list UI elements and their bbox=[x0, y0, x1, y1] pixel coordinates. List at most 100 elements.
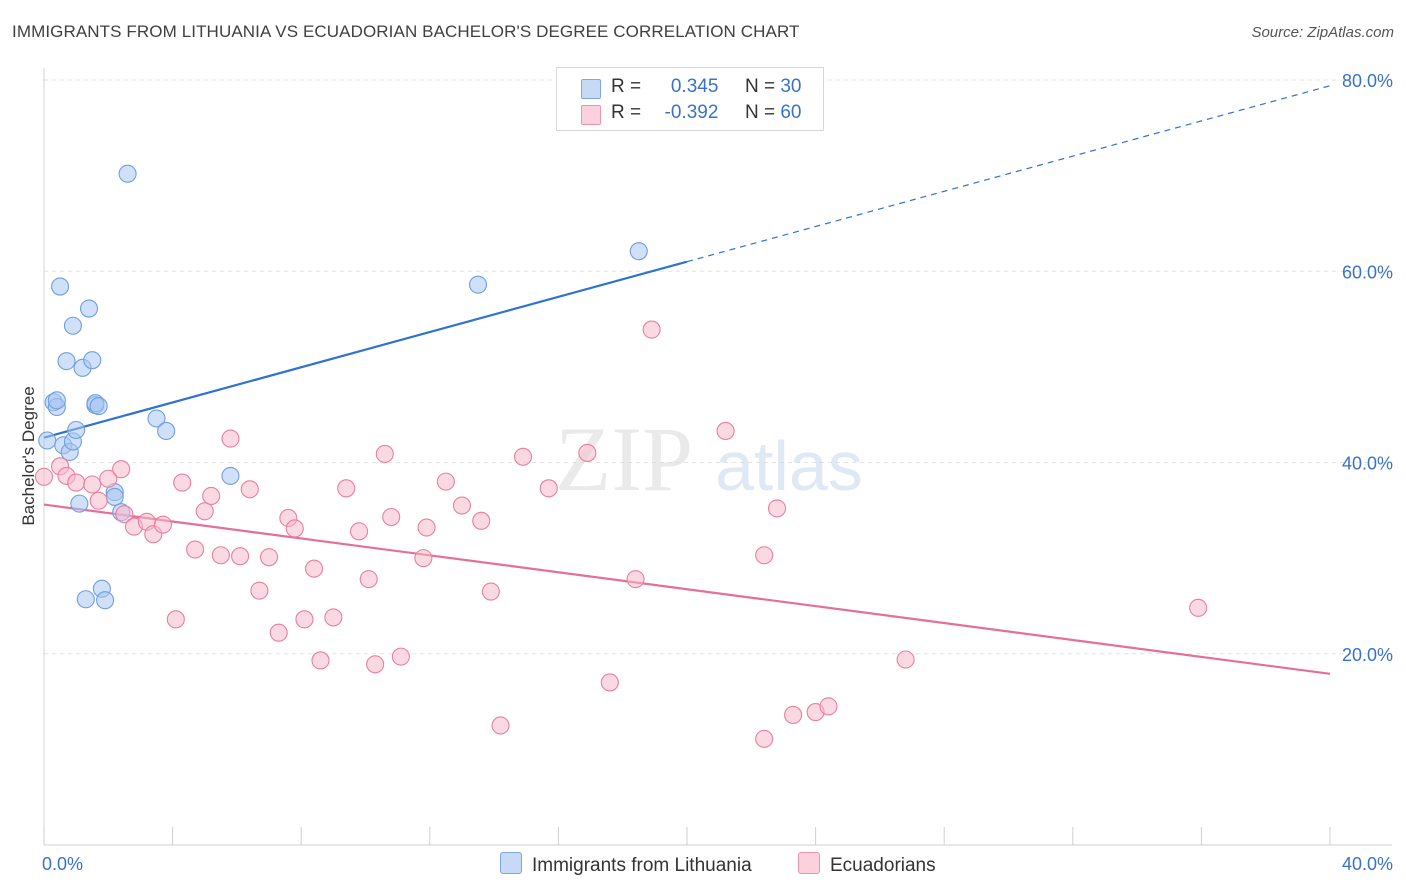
n-label: N = bbox=[744, 102, 776, 123]
point-ecuadorians bbox=[366, 655, 385, 674]
stats-box: R = 0.345 N = 30 R = -0.392 N = 60 bbox=[556, 67, 824, 131]
point-lithuania bbox=[629, 242, 648, 261]
point-ecuadorians bbox=[513, 447, 533, 466]
trend-line bbox=[43, 503, 1331, 675]
point-ecuadorians bbox=[34, 467, 54, 486]
trend-lines bbox=[43, 85, 1331, 675]
point-ecuadorians bbox=[153, 515, 173, 534]
point-ecuadorians bbox=[337, 479, 356, 498]
point-ecuadorians bbox=[481, 582, 500, 601]
y-tick-label: 20.0% bbox=[1342, 645, 1393, 665]
legend-swatch-ecuadorians bbox=[798, 852, 820, 874]
point-ecuadorians bbox=[452, 496, 472, 515]
point-lithuania bbox=[96, 591, 115, 610]
point-ecuadorians bbox=[642, 320, 661, 339]
legend-item-lithuania: Immigrants from Lithuania bbox=[500, 852, 752, 877]
point-ecuadorians bbox=[755, 546, 774, 565]
point-ecuadorians bbox=[285, 519, 304, 538]
point-ecuadorians bbox=[382, 507, 401, 527]
point-lithuania bbox=[57, 352, 76, 371]
point-ecuadorians bbox=[436, 472, 455, 491]
stats-swatch-ecuadorians bbox=[581, 105, 601, 125]
point-lithuania bbox=[47, 391, 66, 410]
legend-swatch-lithuania bbox=[500, 852, 522, 874]
point-lithuania bbox=[70, 494, 89, 513]
point-ecuadorians bbox=[784, 705, 803, 725]
point-ecuadorians bbox=[231, 547, 250, 566]
point-lithuania bbox=[51, 277, 70, 296]
r-value: 0.345 bbox=[670, 76, 719, 97]
r-label: R = bbox=[611, 102, 642, 123]
point-ecuadorians bbox=[350, 522, 369, 541]
point-ecuadorians bbox=[221, 429, 240, 448]
point-lithuania bbox=[83, 351, 102, 370]
point-lithuania bbox=[79, 299, 99, 318]
point-ecuadorians bbox=[375, 444, 394, 463]
point-ecuadorians bbox=[359, 570, 378, 589]
point-ecuadorians bbox=[819, 697, 838, 716]
y-tick-label: 80.0% bbox=[1342, 71, 1393, 91]
point-lithuania bbox=[76, 590, 95, 609]
watermark-atlas: atlas bbox=[715, 427, 863, 505]
tick-labels: 20.0% 40.0% 60.0% 80.0% 0.0% 40.0% bbox=[42, 71, 1393, 874]
watermark-zip: ZIP bbox=[555, 408, 693, 510]
point-ecuadorians bbox=[600, 673, 619, 692]
x-tick-label: 0.0% bbox=[42, 854, 83, 874]
axes bbox=[43, 68, 1392, 846]
point-ecuadorians bbox=[295, 610, 314, 629]
watermark: ZIP atlas bbox=[555, 408, 863, 510]
point-ecuadorians bbox=[202, 486, 221, 506]
point-ecuadorians bbox=[417, 518, 436, 537]
point-ecuadorians bbox=[89, 491, 108, 510]
point-ecuadorians bbox=[211, 546, 230, 565]
point-lithuania bbox=[38, 431, 57, 450]
point-lithuania bbox=[89, 397, 108, 416]
point-ecuadorians bbox=[115, 505, 134, 524]
point-ecuadorians bbox=[414, 549, 433, 568]
point-ecuadorians bbox=[767, 499, 787, 518]
point-ecuadorians bbox=[240, 480, 259, 499]
point-ecuadorians bbox=[311, 651, 330, 670]
point-ecuadorians bbox=[83, 475, 102, 494]
legend-label-ecuadorians: Ecuadorians bbox=[830, 855, 936, 876]
x-tick-label: 40.0% bbox=[1342, 854, 1393, 874]
source-label: Source: ZipAtlas.com bbox=[1251, 24, 1394, 41]
point-ecuadorians bbox=[67, 473, 86, 492]
trend-line bbox=[43, 260, 688, 439]
legend-item-ecuadorians: Ecuadorians bbox=[798, 852, 936, 877]
legend-label-lithuania: Immigrants from Lithuania bbox=[532, 855, 752, 876]
point-ecuadorians bbox=[1189, 598, 1208, 617]
point-ecuadorians bbox=[578, 443, 597, 462]
point-ecuadorians bbox=[112, 460, 131, 479]
stats-swatch-lithuania bbox=[581, 79, 601, 99]
point-ecuadorians bbox=[626, 570, 645, 589]
point-ecuadorians bbox=[305, 559, 324, 578]
trend-line-projection bbox=[686, 85, 1331, 263]
n-label: N = bbox=[744, 76, 776, 97]
point-ecuadorians bbox=[250, 581, 269, 600]
point-ecuadorians bbox=[166, 610, 185, 629]
point-lithuania bbox=[118, 164, 137, 183]
data-points bbox=[34, 164, 1208, 748]
gridlines bbox=[44, 79, 1392, 655]
point-lithuania bbox=[157, 421, 176, 440]
y-axis-label: Bachelor's Degree bbox=[19, 386, 38, 525]
y-tick-label: 40.0% bbox=[1342, 454, 1393, 474]
point-ecuadorians bbox=[173, 473, 192, 492]
y-tick-label: 60.0% bbox=[1342, 262, 1393, 282]
point-lithuania bbox=[67, 420, 86, 440]
point-ecuadorians bbox=[186, 540, 205, 559]
point-lithuania bbox=[147, 409, 166, 428]
n-value: 30 bbox=[780, 76, 802, 97]
point-ecuadorians bbox=[259, 548, 279, 567]
point-ecuadorians bbox=[324, 608, 343, 627]
r-value: -0.392 bbox=[664, 102, 719, 123]
point-ecuadorians bbox=[391, 647, 410, 666]
n-value: 60 bbox=[780, 102, 802, 123]
point-lithuania bbox=[468, 275, 488, 294]
point-lithuania bbox=[221, 466, 240, 485]
point-lithuania bbox=[105, 487, 124, 506]
point-ecuadorians bbox=[99, 469, 118, 488]
point-ecuadorians bbox=[472, 511, 491, 530]
